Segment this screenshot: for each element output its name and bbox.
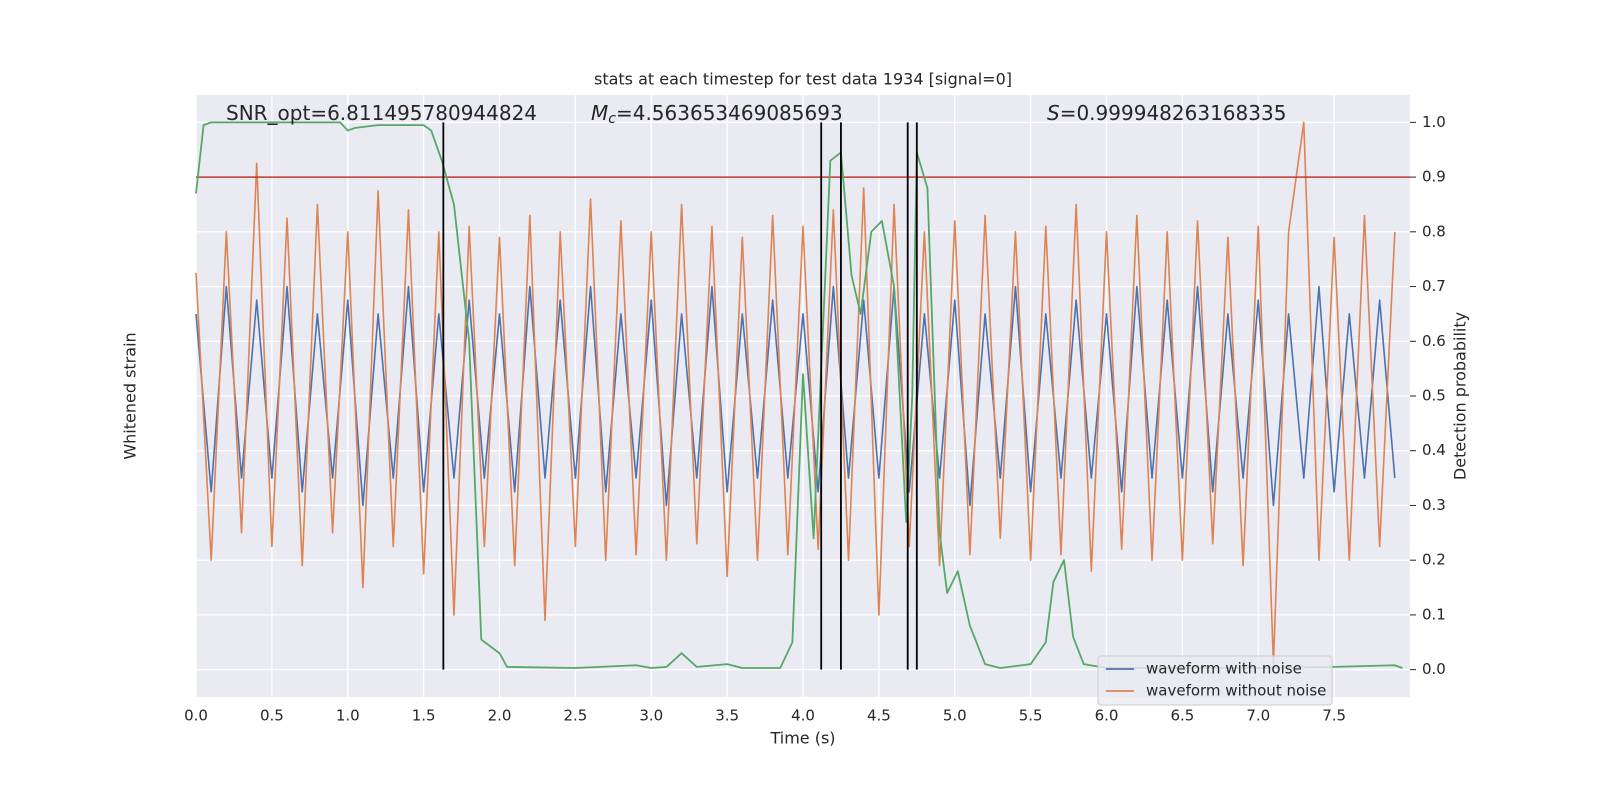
x-tick-label: 5.0 — [943, 707, 967, 725]
y2-tick-label: 0.5 — [1422, 387, 1446, 405]
y2-tick-label: 0.4 — [1422, 441, 1446, 459]
x-tick-label: 5.5 — [1019, 707, 1043, 725]
y2-tick-label: 0.2 — [1422, 551, 1446, 569]
x-tick-label: 0.0 — [184, 707, 208, 725]
probability-line — [195, 121, 1403, 669]
x-tick-label: 4.0 — [791, 707, 815, 725]
legend-label: waveform without noise — [1146, 682, 1326, 700]
chart-title: stats at each timestep for test data 193… — [594, 70, 1012, 89]
x-tick-label: 1.5 — [412, 707, 436, 725]
y2-tick-label: 0.6 — [1422, 332, 1446, 350]
x-tick-label: 3.0 — [639, 707, 663, 725]
annotation-text: SNR_opt=6.811495780944824 — [226, 101, 537, 125]
y2-tick-label: 0.0 — [1422, 660, 1446, 678]
legend-label: waveform with noise — [1146, 660, 1302, 678]
x-tick-label: 2.5 — [563, 707, 587, 725]
x-axis-label: Time (s) — [769, 729, 835, 748]
y2-tick-label: 0.8 — [1422, 222, 1446, 240]
annotation-subscript: c — [608, 111, 616, 127]
annotation-symbol: S — [1047, 101, 1060, 125]
y2-tick-label: 1.0 — [1422, 113, 1446, 131]
x-tick-label: 0.5 — [260, 707, 284, 725]
x-tick-label: 2.0 — [488, 707, 512, 725]
annotation: Mc=4.563653469085693 — [591, 101, 843, 128]
x-tick-label: 6.5 — [1170, 707, 1194, 725]
annotation-text: =4.563653469085693 — [616, 101, 843, 125]
annotation: S=0.999948263168335 — [1047, 101, 1286, 125]
annotation-text: =0.999948263168335 — [1060, 101, 1287, 125]
x-tick-label: 6.0 — [1095, 707, 1119, 725]
y2-tick-label: 0.1 — [1422, 605, 1446, 623]
y2-tick-label: 0.9 — [1422, 168, 1446, 186]
waveform-line — [195, 121, 1396, 665]
y2-tick-label: 0.3 — [1422, 496, 1446, 514]
y-axis-label: Whitened strain — [121, 332, 140, 459]
y2-axis-label: Detection probability — [1451, 312, 1470, 480]
annotation-symbol: M — [591, 101, 608, 125]
legend-box — [1097, 655, 1333, 706]
x-tick-label: 7.5 — [1322, 707, 1346, 725]
x-tick-label: 3.5 — [715, 707, 739, 725]
y2-tick-label: 0.7 — [1422, 277, 1446, 295]
x-tick-label: 7.0 — [1246, 707, 1270, 725]
x-tick-label: 4.5 — [867, 707, 891, 725]
annotation: SNR_opt=6.811495780944824 — [226, 101, 537, 125]
x-tick-label: 1.0 — [336, 707, 360, 725]
